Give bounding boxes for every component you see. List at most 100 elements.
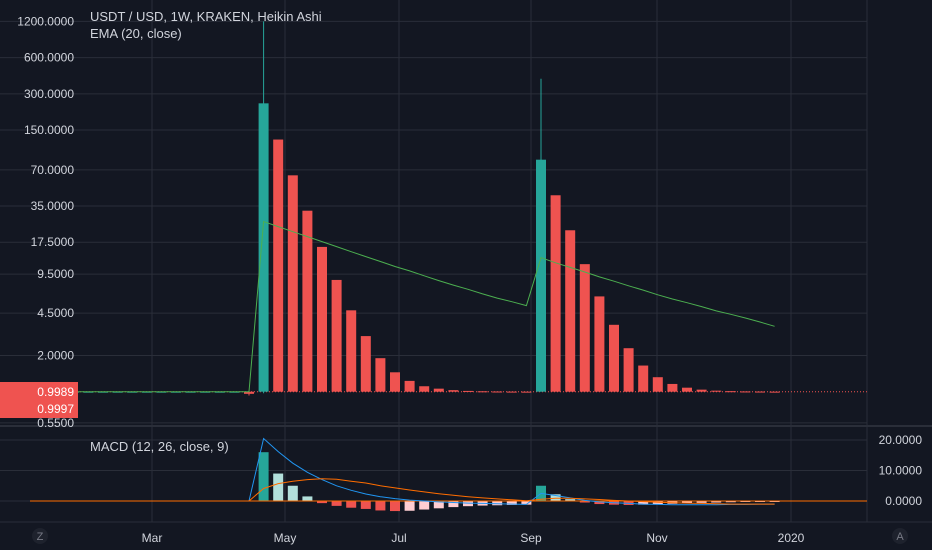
price-tick-label: 70.0000 — [31, 163, 75, 177]
macd-axis[interactable]: 20.0000 10.0000 0.0000 — [879, 433, 923, 508]
candle-body[interactable] — [755, 391, 765, 393]
time-tick-label: May — [274, 531, 297, 545]
time-tick-label: Nov — [646, 531, 667, 545]
macd-histogram-bar[interactable] — [448, 501, 459, 508]
candle-body[interactable] — [433, 388, 444, 392]
ema-legend[interactable]: EMA (20, close) — [90, 26, 182, 41]
macd-histogram-bar[interactable] — [390, 501, 400, 512]
time-tick-label: Jul — [391, 531, 406, 545]
candle-body[interactable] — [652, 377, 663, 392]
candle-body[interactable] — [273, 139, 284, 392]
macd-histogram-bar[interactable] — [696, 501, 707, 503]
candle-body[interactable] — [506, 391, 517, 393]
macd-histogram-bar[interactable] — [331, 501, 342, 506]
macd-histogram-bar[interactable] — [682, 501, 692, 504]
time-tick-label: 2020 — [778, 531, 805, 545]
time-tick-label: Mar — [142, 531, 163, 545]
macd-histogram-bar[interactable] — [317, 501, 327, 504]
candle-body[interactable] — [287, 175, 298, 392]
candle-body[interactable] — [244, 391, 254, 394]
price-tag-1: 0.9989 — [37, 385, 74, 399]
macd-histogram-bar[interactable] — [258, 452, 269, 501]
price-grid — [0, 0, 867, 522]
candle-body[interactable] — [258, 103, 269, 392]
price-tick-label: 17.5000 — [31, 235, 75, 249]
price-tick-label: 4.5000 — [37, 306, 74, 320]
chart-title[interactable]: USDT / USD, 1W, KRAKEN, Heikin Ashi — [90, 9, 322, 24]
price-tick-label: 1200.0000 — [17, 14, 74, 28]
candle-body[interactable] — [302, 210, 313, 392]
log-scale-label: Z — [37, 531, 44, 543]
price-tick-label: 2.0000 — [37, 349, 74, 363]
candle-body[interactable] — [711, 390, 722, 392]
candle-body[interactable] — [492, 391, 503, 393]
candle-body[interactable] — [346, 310, 357, 392]
macd-histogram-bar[interactable] — [273, 473, 284, 501]
macd-tick-label: 0.0000 — [885, 494, 922, 508]
candle-body[interactable] — [696, 389, 707, 392]
macd-histogram-bar[interactable] — [419, 501, 430, 510]
macd-histogram-bar[interactable] — [492, 501, 503, 506]
macd-histogram-bar[interactable] — [433, 501, 444, 509]
price-axis[interactable]: 2200.00001200.0000600.0000300.0000150.00… — [17, 0, 74, 430]
macd-histogram-bar[interactable] — [725, 501, 736, 503]
candle-body[interactable] — [331, 279, 342, 392]
macd-histogram-bar[interactable] — [287, 485, 298, 501]
candle-body[interactable] — [536, 159, 546, 392]
price-tag-box — [0, 382, 78, 418]
macd-histogram-bar[interactable] — [594, 501, 605, 505]
macd-histogram-bar[interactable] — [638, 501, 649, 505]
candle-body[interactable] — [725, 391, 736, 393]
price-tick-label: 600.0000 — [24, 51, 74, 65]
signal-line — [30, 478, 775, 505]
macd-tick-label: 10.0000 — [879, 464, 923, 478]
candle-body[interactable] — [769, 391, 780, 393]
macd-histogram-bar[interactable] — [550, 494, 561, 501]
price-tick-label: 35.0000 — [31, 199, 75, 213]
candle-body[interactable] — [448, 390, 459, 392]
price-tag-2: 0.9997 — [37, 402, 74, 416]
candle-body[interactable] — [594, 296, 605, 392]
time-tick-label: Sep — [520, 531, 542, 545]
candle-body[interactable] — [579, 264, 590, 392]
candle-body[interactable] — [375, 358, 386, 392]
candle-body[interactable] — [463, 390, 473, 392]
candle-body[interactable] — [477, 391, 488, 393]
candle-body[interactable] — [390, 372, 400, 392]
candle-body[interactable] — [521, 391, 532, 393]
macd-histogram-bar[interactable] — [302, 496, 313, 501]
candle-body[interactable] — [667, 383, 678, 392]
candle-body[interactable] — [565, 230, 576, 392]
macd-histogram-bar[interactable] — [711, 501, 722, 503]
macd-histogram-bar[interactable] — [375, 501, 386, 511]
candle-body[interactable] — [550, 195, 561, 392]
candles-layer — [25, 21, 780, 396]
price-tick-label: 300.0000 — [24, 87, 74, 101]
candle-body[interactable] — [609, 324, 619, 392]
macd-histogram-bar[interactable] — [521, 501, 532, 505]
time-axis[interactable]: Mar May Jul Sep Nov 2020 — [142, 531, 805, 545]
price-tick-label: 150.0000 — [24, 123, 74, 137]
candle-body[interactable] — [638, 365, 649, 392]
candle-body[interactable] — [419, 386, 430, 392]
candle-body[interactable] — [740, 391, 751, 393]
candle-body[interactable] — [360, 336, 371, 392]
macd-histogram-bar[interactable] — [506, 501, 517, 505]
candle-body[interactable] — [623, 348, 634, 392]
macd-histogram-bar[interactable] — [346, 501, 357, 508]
macd-histogram-bar[interactable] — [565, 499, 576, 501]
macd-histogram-bar[interactable] — [404, 501, 415, 511]
auto-scale-label: A — [896, 531, 904, 543]
macd-histogram-bar[interactable] — [579, 501, 590, 503]
candle-body[interactable] — [317, 246, 327, 392]
candle-body[interactable] — [404, 380, 415, 392]
price-tick-label: 0.5500 — [37, 416, 74, 430]
log-scale-button[interactable]: Z — [32, 528, 48, 544]
auto-scale-button[interactable]: A — [892, 528, 908, 544]
candle-body[interactable] — [682, 387, 692, 392]
macd-histogram-bar[interactable] — [360, 501, 371, 509]
macd-legend[interactable]: MACD (12, 26, close, 9) — [90, 439, 229, 454]
